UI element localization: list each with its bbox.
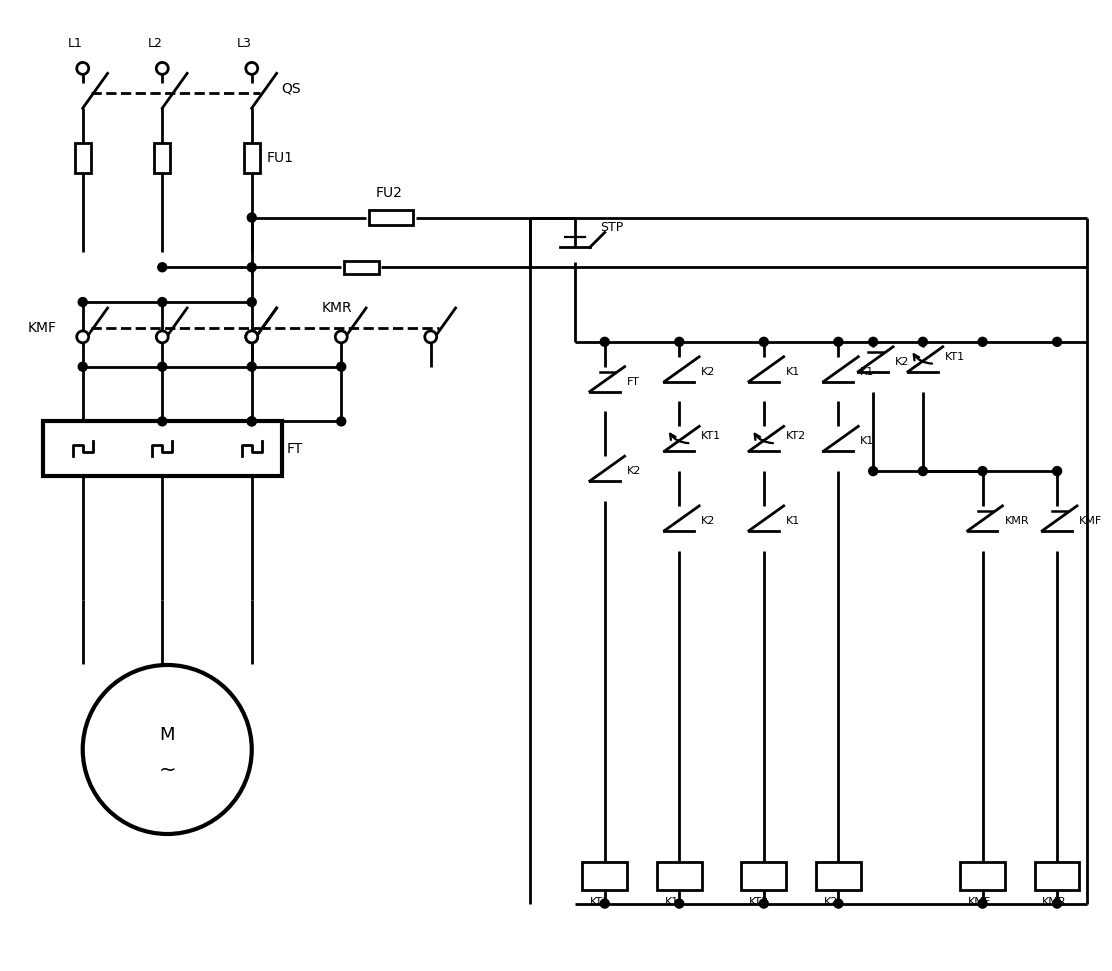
Circle shape [246, 62, 258, 75]
Circle shape [600, 337, 609, 347]
FancyBboxPatch shape [244, 143, 260, 173]
Text: KT1: KT1 [702, 431, 722, 441]
Text: KMR: KMR [321, 301, 353, 315]
Text: K2: K2 [702, 367, 715, 377]
Circle shape [868, 467, 877, 476]
Circle shape [157, 331, 168, 343]
Circle shape [78, 362, 87, 371]
Text: K2: K2 [626, 466, 641, 476]
Circle shape [158, 417, 167, 426]
Circle shape [247, 417, 256, 426]
FancyBboxPatch shape [155, 143, 170, 173]
Text: L1: L1 [68, 37, 82, 50]
Circle shape [158, 362, 167, 371]
Circle shape [336, 331, 347, 343]
Circle shape [78, 297, 87, 307]
Text: K2: K2 [895, 356, 910, 367]
Text: K1: K1 [861, 436, 874, 447]
FancyBboxPatch shape [816, 862, 861, 889]
Circle shape [979, 337, 987, 347]
Circle shape [82, 665, 251, 834]
Text: KT1: KT1 [589, 896, 609, 907]
Text: FU2: FU2 [376, 185, 403, 200]
Text: KMF: KMF [1079, 516, 1102, 526]
Circle shape [158, 297, 167, 307]
Circle shape [157, 62, 168, 75]
Text: QS: QS [281, 82, 301, 95]
Text: FU1: FU1 [267, 151, 294, 165]
Circle shape [1053, 467, 1062, 476]
Text: STP: STP [599, 221, 623, 234]
Circle shape [979, 899, 987, 908]
Text: L3: L3 [237, 37, 251, 50]
FancyBboxPatch shape [742, 862, 786, 889]
FancyBboxPatch shape [344, 261, 378, 274]
Circle shape [247, 263, 256, 272]
Circle shape [1053, 899, 1062, 908]
Text: K1: K1 [786, 367, 800, 377]
Circle shape [337, 362, 346, 371]
Circle shape [759, 899, 768, 908]
Circle shape [337, 417, 346, 426]
Text: K1: K1 [664, 896, 678, 907]
Circle shape [247, 362, 256, 371]
Circle shape [425, 331, 437, 343]
Circle shape [868, 337, 877, 347]
Text: FT: FT [287, 442, 302, 455]
Circle shape [759, 337, 768, 347]
Circle shape [246, 331, 258, 343]
FancyBboxPatch shape [657, 862, 702, 889]
Circle shape [158, 263, 167, 272]
Text: KMR: KMR [1004, 516, 1029, 526]
Text: KMF: KMF [28, 320, 57, 335]
Text: K2: K2 [702, 516, 715, 526]
FancyBboxPatch shape [368, 210, 414, 225]
Circle shape [1053, 337, 1062, 347]
Text: KMR: KMR [1042, 896, 1066, 907]
Circle shape [919, 467, 927, 476]
Circle shape [675, 899, 684, 908]
Text: ~: ~ [159, 759, 176, 780]
Circle shape [77, 62, 89, 75]
Text: KT1: KT1 [945, 352, 965, 362]
Circle shape [247, 417, 256, 426]
Circle shape [834, 337, 843, 347]
Circle shape [246, 331, 258, 343]
FancyBboxPatch shape [1035, 862, 1080, 889]
Bar [43, 421, 281, 476]
Text: FT: FT [626, 377, 639, 386]
Text: KT2: KT2 [786, 431, 806, 441]
FancyBboxPatch shape [960, 862, 1005, 889]
Text: K1: K1 [786, 516, 800, 526]
FancyBboxPatch shape [583, 862, 627, 889]
Text: K2: K2 [824, 896, 837, 907]
Circle shape [834, 899, 843, 908]
Circle shape [77, 331, 89, 343]
Text: KT2: KT2 [748, 896, 770, 907]
Circle shape [919, 337, 927, 347]
Circle shape [247, 297, 256, 307]
Text: K1: K1 [861, 367, 874, 377]
Text: KMF: KMF [967, 896, 991, 907]
Text: M: M [159, 725, 175, 744]
Circle shape [600, 899, 609, 908]
Text: L2: L2 [148, 37, 162, 50]
Circle shape [247, 213, 256, 222]
Circle shape [979, 467, 987, 476]
FancyBboxPatch shape [75, 143, 91, 173]
Circle shape [675, 337, 684, 347]
